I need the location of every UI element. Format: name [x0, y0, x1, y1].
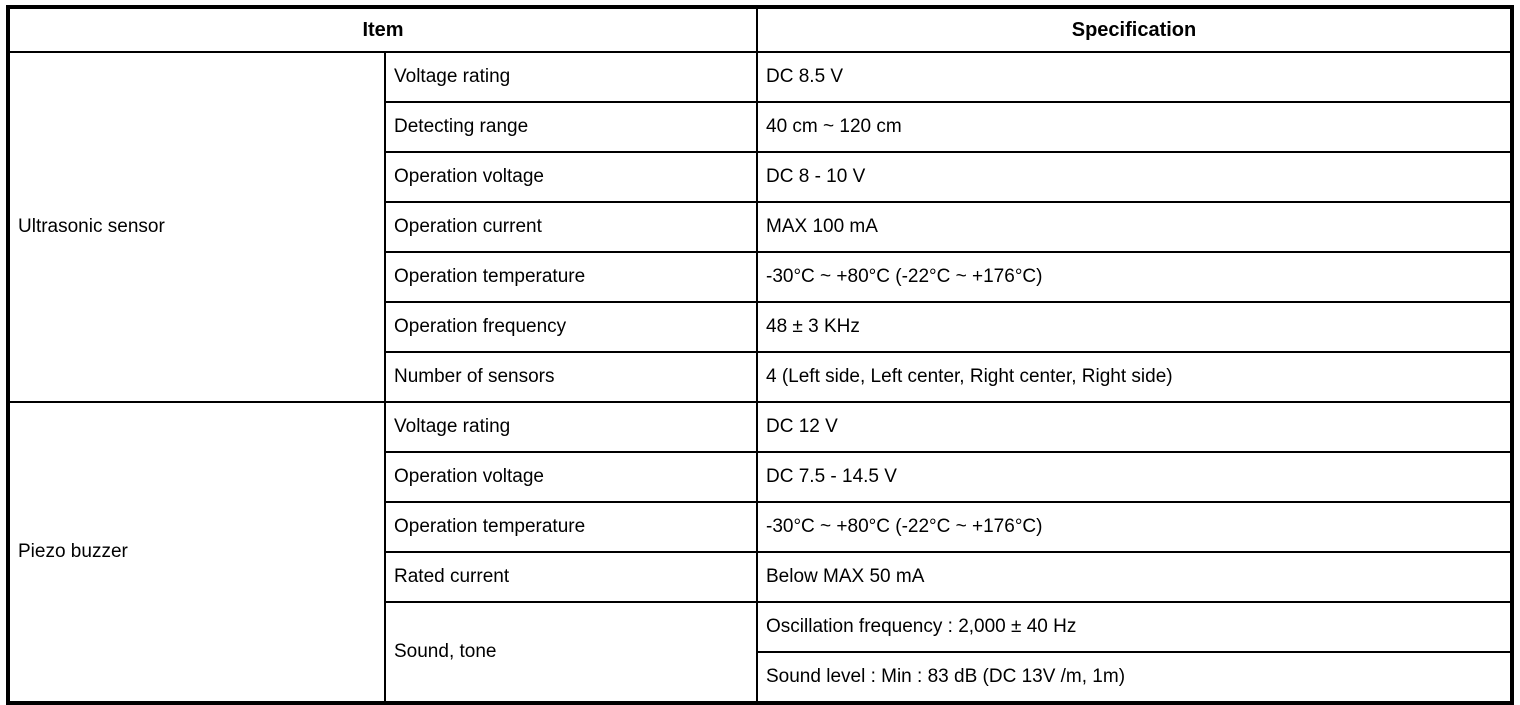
group-cell-ultrasonic-sensor: Ultrasonic sensor: [7, 51, 386, 403]
param-cell: Detecting range: [384, 101, 758, 153]
table-row: Operation temperature -30°C ~ +80°C (-22…: [8, 251, 1513, 303]
param-cell: Rated current: [384, 551, 758, 603]
value-cell: 4 (Left side, Left center, Right center,…: [756, 351, 1513, 403]
value-cell: 40 cm ~ 120 cm: [756, 101, 1513, 153]
param-cell: Voltage rating: [384, 401, 758, 453]
value-cell: -30°C ~ +80°C (-22°C ~ +176°C): [756, 501, 1513, 553]
param-cell: Operation voltage: [384, 451, 758, 503]
param-cell: Operation current: [384, 201, 758, 253]
group-cell-piezo-buzzer: Piezo buzzer: [7, 401, 386, 704]
specification-header-cell: Specification: [756, 6, 1513, 53]
table-row: Rated current Below MAX 50 mA: [8, 551, 1513, 603]
table-row: Operation voltage DC 8 - 10 V: [8, 151, 1513, 203]
param-cell: Voltage rating: [384, 51, 758, 103]
value-cell: Below MAX 50 mA: [756, 551, 1513, 603]
value-cell: MAX 100 mA: [756, 201, 1513, 253]
value-cell: Sound level : Min : 83 dB (DC 13V /m, 1m…: [756, 651, 1513, 704]
param-cell: Sound, tone: [384, 601, 758, 704]
value-cell: DC 8.5 V: [756, 51, 1513, 103]
value-cell: DC 8 - 10 V: [756, 151, 1513, 203]
table-header-row: Item Specification: [7, 6, 1513, 53]
param-cell: Operation frequency: [384, 301, 758, 353]
table-row: Detecting range 40 cm ~ 120 cm: [8, 101, 1513, 153]
table-row: Ultrasonic sensor Voltage rating DC 8.5 …: [7, 51, 1513, 403]
value-cell: 48 ± 3 KHz: [756, 301, 1513, 353]
table-row: Piezo buzzer Voltage rating DC 12 V: [7, 401, 1513, 704]
item-header-cell: Item: [7, 6, 758, 53]
param-cell: Operation temperature: [384, 501, 758, 553]
param-cell: Operation voltage: [384, 151, 758, 203]
specification-table: Item Specification Ultrasonic sensor Vol…: [6, 5, 1514, 705]
document-page: Item Specification Ultrasonic sensor Vol…: [6, 5, 1514, 705]
param-cell: Number of sensors: [384, 351, 758, 403]
table-row: Operation voltage DC 7.5 - 14.5 V: [8, 451, 1513, 503]
value-cell: DC 7.5 - 14.5 V: [756, 451, 1513, 503]
table-row: Operation temperature -30°C ~ +80°C (-22…: [8, 501, 1513, 553]
value-cell: -30°C ~ +80°C (-22°C ~ +176°C): [756, 251, 1513, 303]
param-cell: Operation temperature: [384, 251, 758, 303]
value-cell: DC 12 V: [756, 401, 1513, 453]
table-row: Number of sensors 4 (Left side, Left cen…: [8, 351, 1513, 403]
table-row: Operation current MAX 100 mA: [8, 201, 1513, 253]
value-cell: Oscillation frequency : 2,000 ± 40 Hz: [756, 601, 1513, 653]
table-row: Operation frequency 48 ± 3 KHz: [8, 301, 1513, 353]
